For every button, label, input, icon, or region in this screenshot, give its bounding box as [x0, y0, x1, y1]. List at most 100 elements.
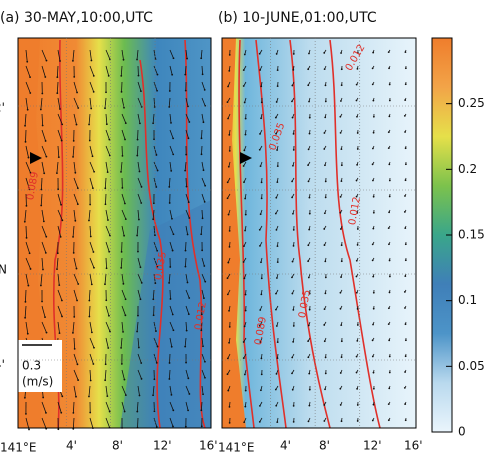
current-vector-head: [58, 332, 61, 335]
current-vector-head: [371, 67, 374, 70]
current-vector-head: [243, 101, 246, 104]
current-vector-head: [372, 307, 375, 310]
current-vector-head: [45, 411, 47, 414]
current-vector: [169, 113, 172, 123]
current-vector-head: [323, 340, 326, 343]
current-vector-head: [200, 233, 203, 236]
colorbar-tick-label: 0.2: [458, 162, 477, 176]
current-vector-head: [291, 260, 294, 263]
current-vector-head: [323, 132, 326, 134]
current-vector: [104, 369, 107, 381]
current-vector-head: [242, 341, 245, 343]
contour-label: 0.012: [193, 301, 209, 331]
current-vector-head: [188, 393, 191, 395]
current-vector-head: [372, 387, 375, 390]
current-vector: [137, 273, 143, 283]
current-vector-head: [307, 356, 310, 359]
current-vector-head: [188, 121, 191, 123]
current-vector: [73, 257, 77, 269]
current-vector-head: [226, 101, 229, 104]
current-vector-head: [139, 266, 142, 269]
current-vector: [137, 289, 141, 300]
current-vector: [25, 49, 28, 62]
current-vector-head: [188, 297, 191, 299]
current-vector-head: [152, 298, 155, 301]
current-vector-head: [259, 165, 262, 168]
current-vector-head: [388, 99, 391, 102]
current-vector-head: [356, 228, 359, 230]
current-vector-head: [25, 412, 27, 415]
current-vector: [40, 97, 43, 110]
current-vector-head: [324, 356, 327, 359]
current-vector-head: [120, 363, 123, 365]
current-vector-head: [226, 293, 229, 296]
current-vector-head: [41, 300, 43, 303]
current-vector-head: [404, 419, 407, 422]
current-vector-head: [172, 425, 174, 428]
current-vector-head: [187, 137, 190, 140]
current-vector: [41, 65, 46, 78]
current-vector: [41, 113, 44, 126]
current-vector: [105, 209, 109, 221]
vector-field: [23, 49, 207, 431]
scale-unit: (m/s): [22, 375, 53, 389]
current-vector-head: [41, 124, 44, 127]
current-vector: [57, 49, 61, 62]
current-vector: [24, 209, 27, 222]
current-vector-head: [308, 196, 311, 199]
current-vector-head: [276, 421, 279, 423]
current-vector-head: [372, 211, 375, 214]
current-vector: [105, 401, 111, 412]
current-vector: [185, 321, 188, 331]
current-vector-head: [372, 291, 375, 294]
current-vector: [72, 145, 75, 157]
current-vector-head: [185, 329, 188, 332]
current-vector-head: [355, 259, 358, 262]
current-vector-head: [324, 116, 327, 119]
current-vector-head: [244, 405, 247, 408]
current-vector-head: [172, 137, 175, 140]
current-vector-head: [275, 372, 278, 375]
current-vector-head: [387, 147, 390, 150]
current-vector-head: [92, 74, 95, 77]
current-vector: [88, 289, 91, 301]
current-vector-head: [204, 184, 207, 187]
current-vector-head: [105, 91, 107, 94]
current-vector-head: [104, 203, 107, 206]
current-vector-head: [276, 245, 279, 248]
current-vector: [89, 337, 95, 348]
current-vector-head: [77, 107, 80, 109]
current-vector-head: [124, 122, 127, 125]
current-vector-head: [323, 404, 326, 406]
current-vector: [56, 257, 59, 270]
current-vector-head: [242, 69, 245, 71]
current-vector-head: [89, 203, 92, 206]
current-vector-head: [387, 227, 390, 230]
current-vector: [73, 97, 79, 109]
current-vector-head: [307, 164, 309, 167]
current-vector-head: [92, 251, 95, 253]
current-vector-head: [140, 202, 143, 204]
current-vector-head: [244, 197, 247, 200]
current-vector-head: [200, 425, 203, 428]
current-vector: [104, 97, 107, 109]
site-marker: [240, 152, 252, 164]
current-vector-head: [124, 394, 127, 397]
current-vector-head: [44, 76, 47, 78]
current-vector: [121, 209, 127, 220]
current-vector-head: [244, 293, 247, 296]
current-vector-head: [124, 202, 126, 205]
current-vector-head: [258, 228, 261, 231]
current-vector: [121, 113, 127, 124]
current-vector-head: [228, 245, 231, 248]
current-vector-head: [226, 373, 229, 376]
current-vector-head: [340, 164, 343, 167]
current-vector-head: [123, 410, 126, 413]
current-vector-head: [339, 115, 342, 118]
current-vector: [201, 289, 205, 299]
current-vector-head: [107, 74, 110, 77]
current-vector-head: [201, 73, 204, 76]
current-vector: [57, 305, 63, 317]
current-vector-head: [56, 252, 59, 255]
current-vector: [73, 113, 77, 125]
